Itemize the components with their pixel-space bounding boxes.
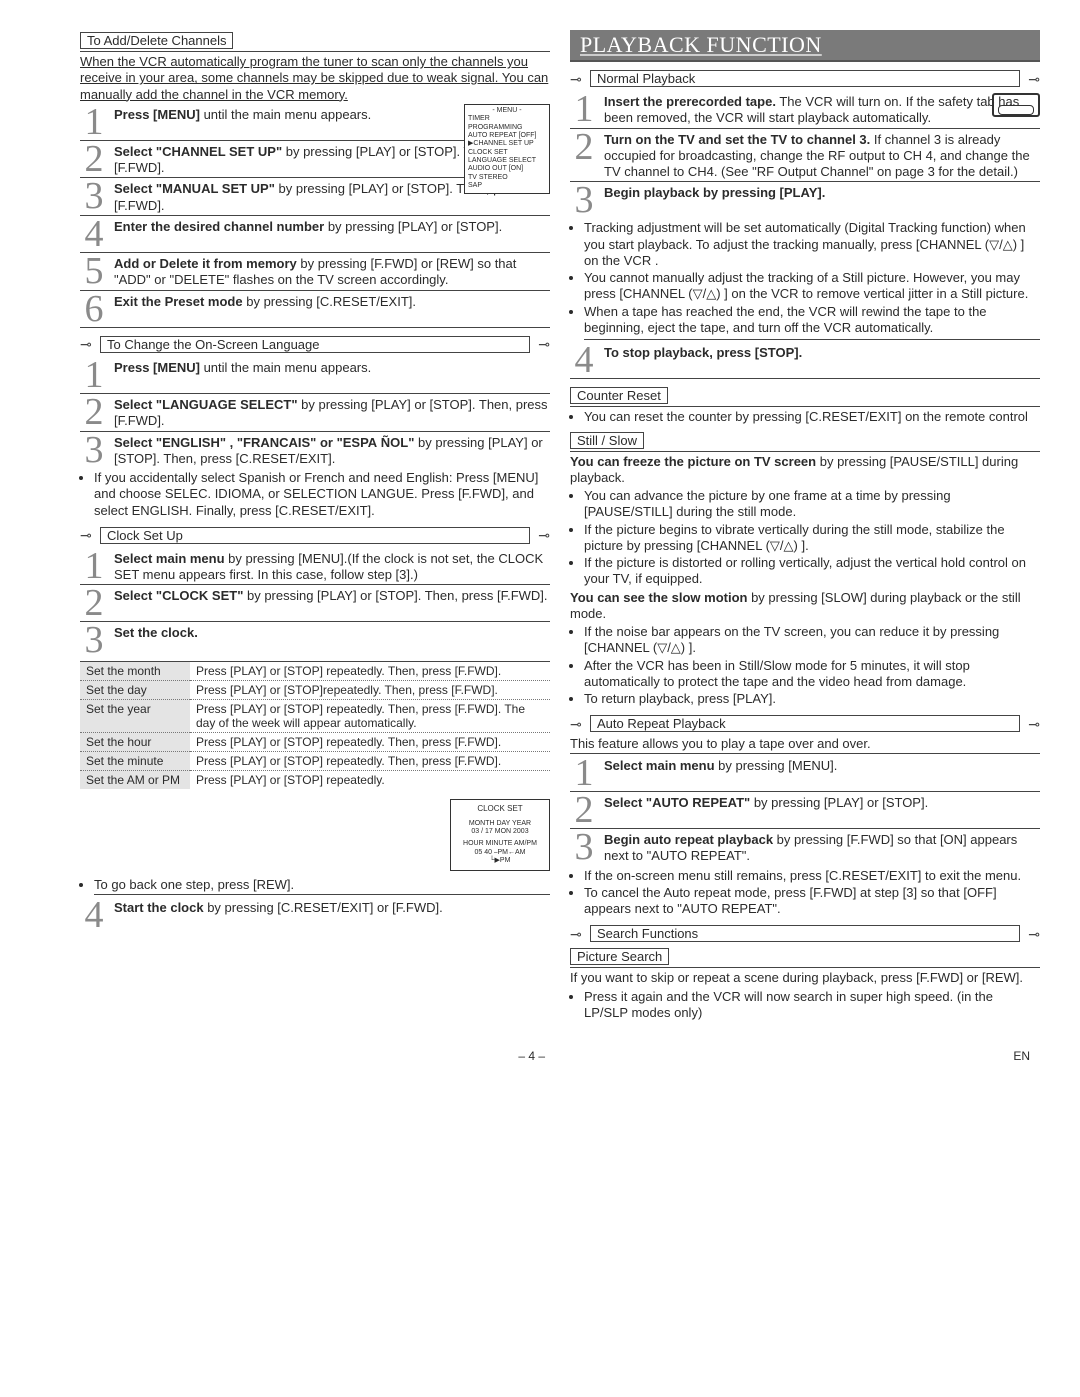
auto-step-3: 3Begin auto repeat playback by pressing … <box>570 829 1040 866</box>
search-note: Press it again and the VCR will now sear… <box>584 989 1040 1022</box>
counter-text: You can reset the counter by pressing [C… <box>584 409 1040 425</box>
normal-step-4: 4 To stop playback, press [STOP]. <box>570 342 1040 379</box>
arrow-icon: ⊸ <box>1024 717 1040 731</box>
clock-row: Set the AM or PMPress [PLAY] or [STOP] r… <box>80 770 550 789</box>
arrow-icon: ⊸ <box>1024 72 1040 86</box>
heading-normal: Normal Playback <box>590 70 1020 87</box>
clock-row: Set the dayPress [PLAY] or [STOP]repeate… <box>80 680 550 699</box>
search-text: If you want to skip or repeat a scene du… <box>570 970 1040 986</box>
arrow-icon: ⊸ <box>534 528 550 542</box>
heading-picture-search: Picture Search <box>570 948 669 965</box>
left-column: To Add/Delete Channels When the VCR auto… <box>80 30 550 1023</box>
heading-lang: To Change the On-Screen Language <box>100 336 530 353</box>
heading-auto-row: ⊸ Auto Repeat Playback ⊸ <box>570 713 1040 734</box>
heading-add-delete: To Add/Delete Channels <box>80 32 233 49</box>
heading-lang-row: ⊸ To Change the On-Screen Language ⊸ <box>80 334 550 355</box>
lang-step-2: 2Select "LANGUAGE SELECT" by pressing [P… <box>80 394 550 432</box>
heading-counter: Counter Reset <box>570 387 668 404</box>
clock-row: Set the monthPress [PLAY] or [STOP] repe… <box>80 661 550 680</box>
menu-box: - MENU - TIMER PROGRAMMING AUTO REPEAT [… <box>464 104 550 194</box>
normal-step-2: 2Turn on the TV and set the TV to channe… <box>570 129 1040 183</box>
heading-normal-row: ⊸ Normal Playback ⊸ <box>570 68 1040 89</box>
heading-still: Still / Slow <box>570 432 644 449</box>
clock-step-1: 1Select main menu by pressing [MENU].(If… <box>80 548 550 586</box>
heading-clock-row: ⊸ Clock Set Up ⊸ <box>80 525 550 546</box>
still-mid: You can see the slow motion by pressing … <box>570 590 1040 623</box>
intro-add-delete: When the VCR automatically program the t… <box>80 54 550 103</box>
clock-set-box: CLOCK SET MONTH DAY YEAR 03 / 17 MON 200… <box>450 799 550 871</box>
clock-table: Set the monthPress [PLAY] or [STOP] repe… <box>80 661 550 789</box>
clock-step-2: 2Select "CLOCK SET" by pressing [PLAY] o… <box>80 585 550 622</box>
page-number: – 4 – <box>518 1049 545 1063</box>
auto-step-2: 2Select "AUTO REPEAT" by pressing [PLAY]… <box>570 792 1040 829</box>
right-column: PLAYBACK FUNCTION ⊸ Normal Playback ⊸ 1I… <box>570 30 1040 1023</box>
still-notes-2: If the noise bar appears on the TV scree… <box>584 624 1040 707</box>
add-step-4: 4Enter the desired channel number by pre… <box>80 216 550 253</box>
still-intro: You can freeze the picture on TV screen … <box>570 454 1040 487</box>
clock-row: Set the hourPress [PLAY] or [STOP] repea… <box>80 732 550 751</box>
normal-step-1: 1Insert the prerecorded tape. The VCR wi… <box>570 91 1040 129</box>
clock-row: Set the minutePress [PLAY] or [STOP] rep… <box>80 751 550 770</box>
arrow-icon: ⊸ <box>80 337 96 351</box>
page-lang: EN <box>1013 1049 1030 1063</box>
heading-clock: Clock Set Up <box>100 527 530 544</box>
arrow-icon: ⊸ <box>534 337 550 351</box>
arrow-icon: ⊸ <box>570 927 586 941</box>
normal-step-3: 3Begin playback by pressing [PLAY]. <box>570 182 1040 218</box>
add-step-5: 5Add or Delete it from memory by pressin… <box>80 253 550 291</box>
lang-note: If you accidentally select Spanish or Fr… <box>94 470 550 519</box>
lang-step-1: 1Press [MENU] until the main menu appear… <box>80 357 550 394</box>
clock-row: Set the yearPress [PLAY] or [STOP] repea… <box>80 699 550 732</box>
auto-intro: This feature allows you to play a tape o… <box>570 736 1040 753</box>
auto-notes: If the on-screen menu still remains, pre… <box>584 868 1040 918</box>
heading-search-row: ⊸ Search Functions ⊸ <box>570 923 1040 944</box>
clock-step-4: 4 Start the clock by pressing [C.RESET/E… <box>80 897 550 933</box>
heading-search: Search Functions <box>590 925 1020 942</box>
auto-step-1: 1Select main menu by pressing [MENU]. <box>570 755 1040 792</box>
add-step-6: 6Exit the Preset mode by pressing [C.RES… <box>80 291 550 328</box>
page-footer: – 4 – EN <box>0 1043 1080 1075</box>
lang-step-3: 3Select "ENGLISH" , "FRANCAIS" or "ESPA … <box>80 432 550 469</box>
arrow-icon: ⊸ <box>570 717 586 731</box>
arrow-icon: ⊸ <box>80 528 96 542</box>
cassette-icon <box>992 93 1040 117</box>
heading-auto: Auto Repeat Playback <box>590 715 1020 732</box>
playback-banner: PLAYBACK FUNCTION <box>570 30 1040 62</box>
arrow-icon: ⊸ <box>570 72 586 86</box>
still-notes-1: You can advance the picture by one frame… <box>584 488 1040 588</box>
clock-back-note: To go back one step, press [REW]. <box>94 877 550 895</box>
normal-notes: Tracking adjustment will be set automati… <box>584 220 1040 340</box>
arrow-icon: ⊸ <box>1024 927 1040 941</box>
clock-step-3: 3Set the clock. <box>80 622 550 658</box>
